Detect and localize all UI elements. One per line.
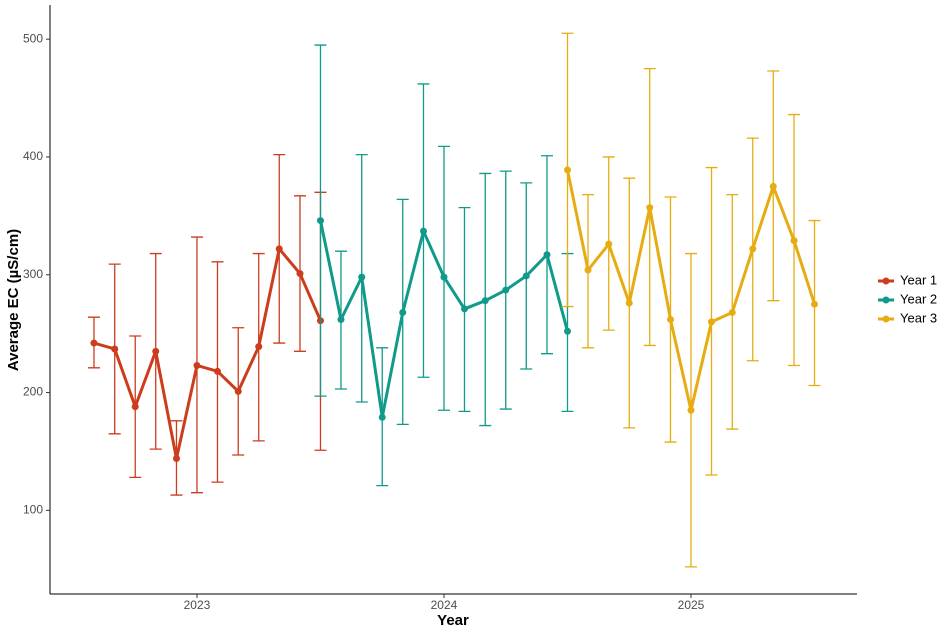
y-tick-label: 500 — [23, 31, 43, 45]
point — [378, 413, 386, 421]
point — [708, 318, 716, 326]
y-tick-label: 100 — [23, 503, 43, 517]
point — [337, 316, 345, 324]
point — [584, 266, 592, 274]
y-axis-title: Average EC (µS/cm) — [5, 229, 22, 371]
point — [667, 316, 675, 324]
point — [460, 305, 468, 313]
point — [316, 217, 324, 225]
point — [481, 297, 489, 305]
point — [193, 361, 201, 369]
point — [811, 300, 819, 308]
point — [90, 339, 98, 347]
point — [543, 251, 551, 259]
legend-label: Year 1 — [900, 272, 937, 287]
y-tick-label: 400 — [23, 149, 43, 163]
point — [419, 227, 427, 235]
x-tick-label: 2023 — [184, 598, 211, 612]
point — [255, 343, 263, 351]
point — [687, 406, 695, 414]
x-tick-label: 2024 — [431, 598, 458, 612]
point — [790, 237, 798, 245]
legend-swatch-point — [882, 315, 890, 323]
point — [296, 270, 304, 278]
point — [111, 345, 119, 353]
point — [172, 455, 180, 463]
point — [769, 182, 777, 190]
point — [749, 245, 757, 253]
point — [131, 403, 139, 411]
x-tick-label: 2025 — [678, 598, 705, 612]
point — [646, 204, 654, 212]
legend-label: Year 3 — [900, 310, 937, 325]
point — [234, 387, 242, 395]
point — [502, 286, 510, 294]
point — [152, 347, 160, 355]
point — [358, 273, 366, 281]
point — [605, 240, 613, 248]
x-axis-title: Year — [437, 612, 469, 629]
point — [728, 308, 736, 316]
y-tick-label: 200 — [23, 385, 43, 399]
point — [275, 245, 283, 253]
legend-swatch-point — [882, 277, 890, 285]
point — [563, 166, 571, 174]
legend-label: Year 2 — [900, 291, 937, 306]
point — [440, 273, 448, 281]
point — [213, 367, 221, 375]
point — [625, 299, 633, 307]
point — [563, 327, 571, 335]
y-tick-label: 300 — [23, 267, 43, 281]
legend-swatch-point — [882, 296, 890, 304]
point — [399, 308, 407, 316]
point — [522, 272, 530, 280]
series-line — [93, 247, 322, 461]
